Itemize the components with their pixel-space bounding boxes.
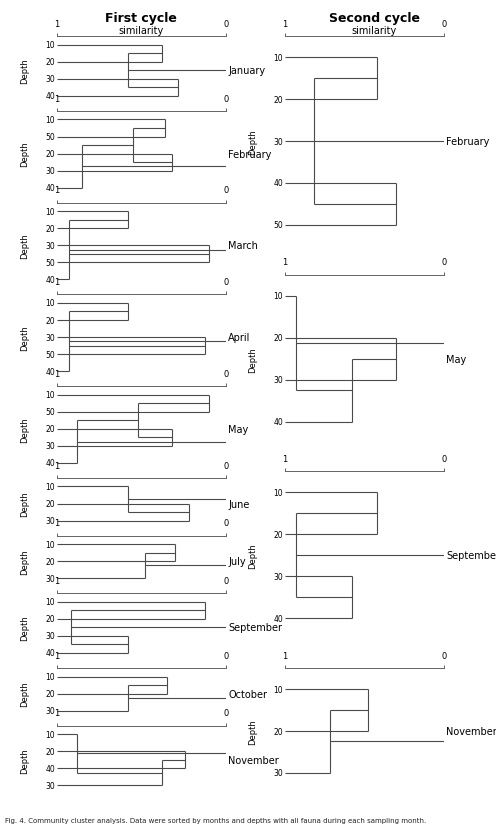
Text: October: October	[228, 689, 267, 699]
Text: similarity: similarity	[352, 26, 397, 36]
Text: Depth: Depth	[248, 719, 257, 744]
Text: Depth: Depth	[20, 614, 29, 641]
Text: Depth: Depth	[248, 129, 257, 155]
Text: March: March	[228, 241, 258, 251]
Text: July: July	[228, 557, 246, 566]
Text: Depth: Depth	[248, 543, 257, 568]
Text: September: September	[228, 623, 282, 633]
Text: Depth: Depth	[20, 747, 29, 772]
Text: Depth: Depth	[20, 548, 29, 575]
Text: February: February	[446, 137, 490, 147]
Text: Depth: Depth	[20, 681, 29, 706]
Text: February: February	[228, 150, 271, 160]
Text: June: June	[228, 499, 249, 509]
Text: Depth: Depth	[20, 59, 29, 84]
Text: Depth: Depth	[20, 233, 29, 259]
Text: Depth: Depth	[20, 325, 29, 351]
Text: Depth: Depth	[20, 491, 29, 517]
Text: November: November	[446, 726, 496, 736]
Text: Depth: Depth	[248, 347, 257, 372]
Text: First cycle: First cycle	[106, 12, 177, 25]
Text: May: May	[228, 424, 248, 434]
Text: Fig. 4. Community cluster analysis. Data were sorted by months and depths with a: Fig. 4. Community cluster analysis. Data…	[5, 817, 426, 823]
Text: September: September	[446, 551, 496, 561]
Text: January: January	[228, 66, 265, 76]
Text: Depth: Depth	[20, 141, 29, 167]
Text: November: November	[228, 755, 279, 765]
Text: Second cycle: Second cycle	[329, 12, 420, 25]
Text: May: May	[446, 354, 467, 364]
Text: April: April	[228, 332, 250, 342]
Text: Depth: Depth	[20, 417, 29, 442]
Text: similarity: similarity	[119, 26, 164, 36]
